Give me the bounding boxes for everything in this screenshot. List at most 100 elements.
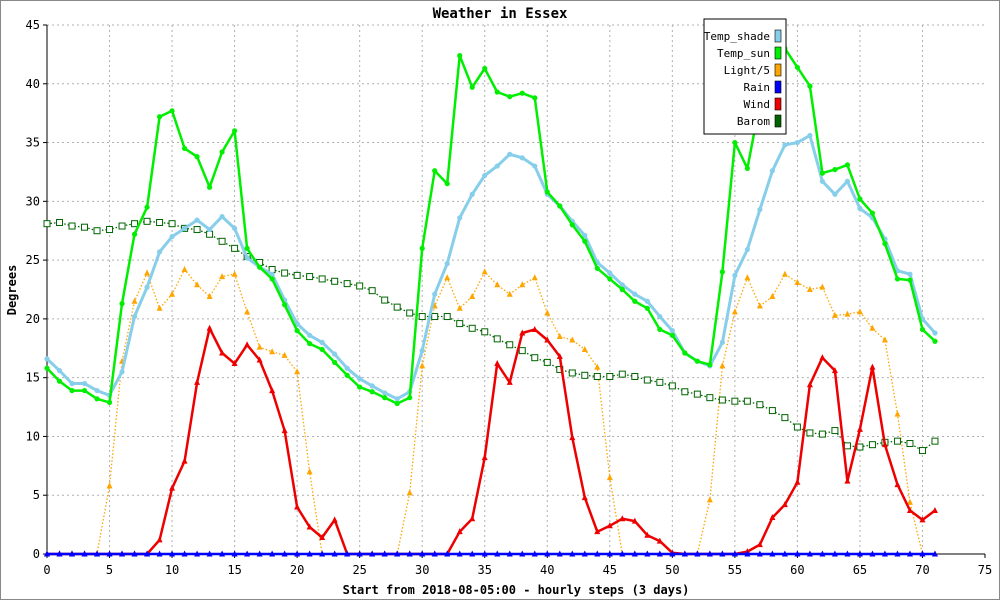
- data-point: [368, 287, 376, 295]
- data-point: [419, 348, 425, 354]
- data-point: [756, 550, 763, 557]
- data-point: [206, 230, 214, 238]
- data-point: [94, 550, 101, 557]
- data-point: [357, 376, 363, 382]
- data-point: [494, 281, 501, 288]
- data-point: [643, 376, 651, 384]
- data-point: [681, 388, 689, 396]
- x-tick-label: 35: [478, 563, 492, 577]
- data-point: [732, 272, 738, 278]
- data-point: [494, 550, 501, 557]
- data-point: [194, 217, 200, 223]
- data-point: [518, 347, 526, 355]
- data-point: [181, 266, 188, 273]
- data-point: [482, 65, 488, 72]
- data-point: [831, 550, 838, 557]
- data-point: [581, 345, 588, 352]
- data-point: [781, 501, 788, 508]
- data-point: [144, 550, 151, 557]
- data-point: [607, 276, 613, 282]
- y-tick-label: 0: [33, 547, 40, 561]
- data-point: [543, 358, 551, 366]
- data-point: [444, 181, 450, 187]
- data-point: [919, 550, 926, 557]
- data-point: [344, 550, 351, 557]
- data-point: [932, 338, 938, 344]
- data-point: [181, 550, 188, 557]
- data-point: [469, 191, 475, 197]
- data-point: [118, 222, 126, 230]
- data-point: [307, 332, 313, 338]
- data-point: [294, 550, 301, 557]
- legend-label-temp-shade: Temp_shade: [704, 30, 770, 43]
- data-point: [469, 84, 475, 90]
- data-point: [881, 550, 888, 557]
- data-point: [907, 271, 913, 277]
- data-point: [606, 372, 614, 380]
- tick-label-layer: 0 5 10 15 20 25 30 35 40 45 0 5 10 15 20 25 30 35 40 45 50 55…: [26, 18, 993, 577]
- data-point: [419, 362, 426, 369]
- data-point: [93, 227, 101, 235]
- data-point: [857, 196, 863, 202]
- data-point: [69, 550, 76, 557]
- data-point: [731, 308, 738, 315]
- data-point: [507, 94, 513, 100]
- data-point: [869, 363, 876, 370]
- data-point: [732, 139, 738, 146]
- data-point: [381, 550, 388, 557]
- data-point: [282, 302, 288, 308]
- data-point: [431, 313, 439, 321]
- data-point: [131, 297, 138, 304]
- data-point: [919, 326, 926, 333]
- y-tick-label: 15: [26, 371, 40, 385]
- data-point: [919, 516, 926, 523]
- data-point: [444, 261, 450, 267]
- data-point: [831, 311, 838, 318]
- data-point: [582, 232, 588, 239]
- data-point: [231, 270, 238, 277]
- data-point: [344, 372, 350, 378]
- data-point: [819, 283, 826, 290]
- data-point: [507, 151, 513, 157]
- data-point: [756, 401, 764, 409]
- x-tick-label: 5: [106, 563, 113, 577]
- data-point: [531, 325, 538, 332]
- data-point: [181, 225, 188, 231]
- data-point: [569, 336, 576, 343]
- data-point: [44, 356, 50, 362]
- data-point: [657, 326, 663, 333]
- x-tick-label: 15: [227, 563, 241, 577]
- data-point: [94, 387, 100, 394]
- x-tick-label: 45: [603, 563, 617, 577]
- data-point: [568, 369, 576, 377]
- data-point: [219, 214, 225, 220]
- data-point: [293, 271, 301, 279]
- data-point: [281, 427, 288, 434]
- data-point: [281, 269, 289, 277]
- legend-label-barom: Barom: [737, 115, 770, 128]
- data-point: [144, 284, 150, 290]
- data-point: [457, 215, 463, 221]
- data-point: [181, 457, 188, 464]
- data-point: [669, 550, 676, 557]
- data-point: [931, 437, 939, 445]
- data-point: [494, 163, 500, 169]
- data-point: [544, 189, 550, 195]
- data-point: [169, 290, 176, 297]
- x-tick-label: 65: [853, 563, 867, 577]
- legend-swatch-temp-sun: [774, 46, 782, 60]
- y-tick-label: 10: [26, 429, 40, 443]
- chart-title: Weather in Essex: [433, 6, 568, 22]
- data-point: [81, 223, 89, 231]
- data-point: [932, 330, 938, 336]
- data-point: [418, 313, 426, 321]
- data-point: [593, 372, 601, 380]
- data-point: [868, 441, 876, 449]
- data-point: [669, 328, 675, 334]
- data-point: [569, 222, 575, 228]
- data-point: [156, 218, 164, 226]
- data-point: [906, 550, 913, 557]
- data-point: [531, 550, 538, 557]
- data-point: [843, 442, 851, 450]
- data-point: [519, 90, 525, 96]
